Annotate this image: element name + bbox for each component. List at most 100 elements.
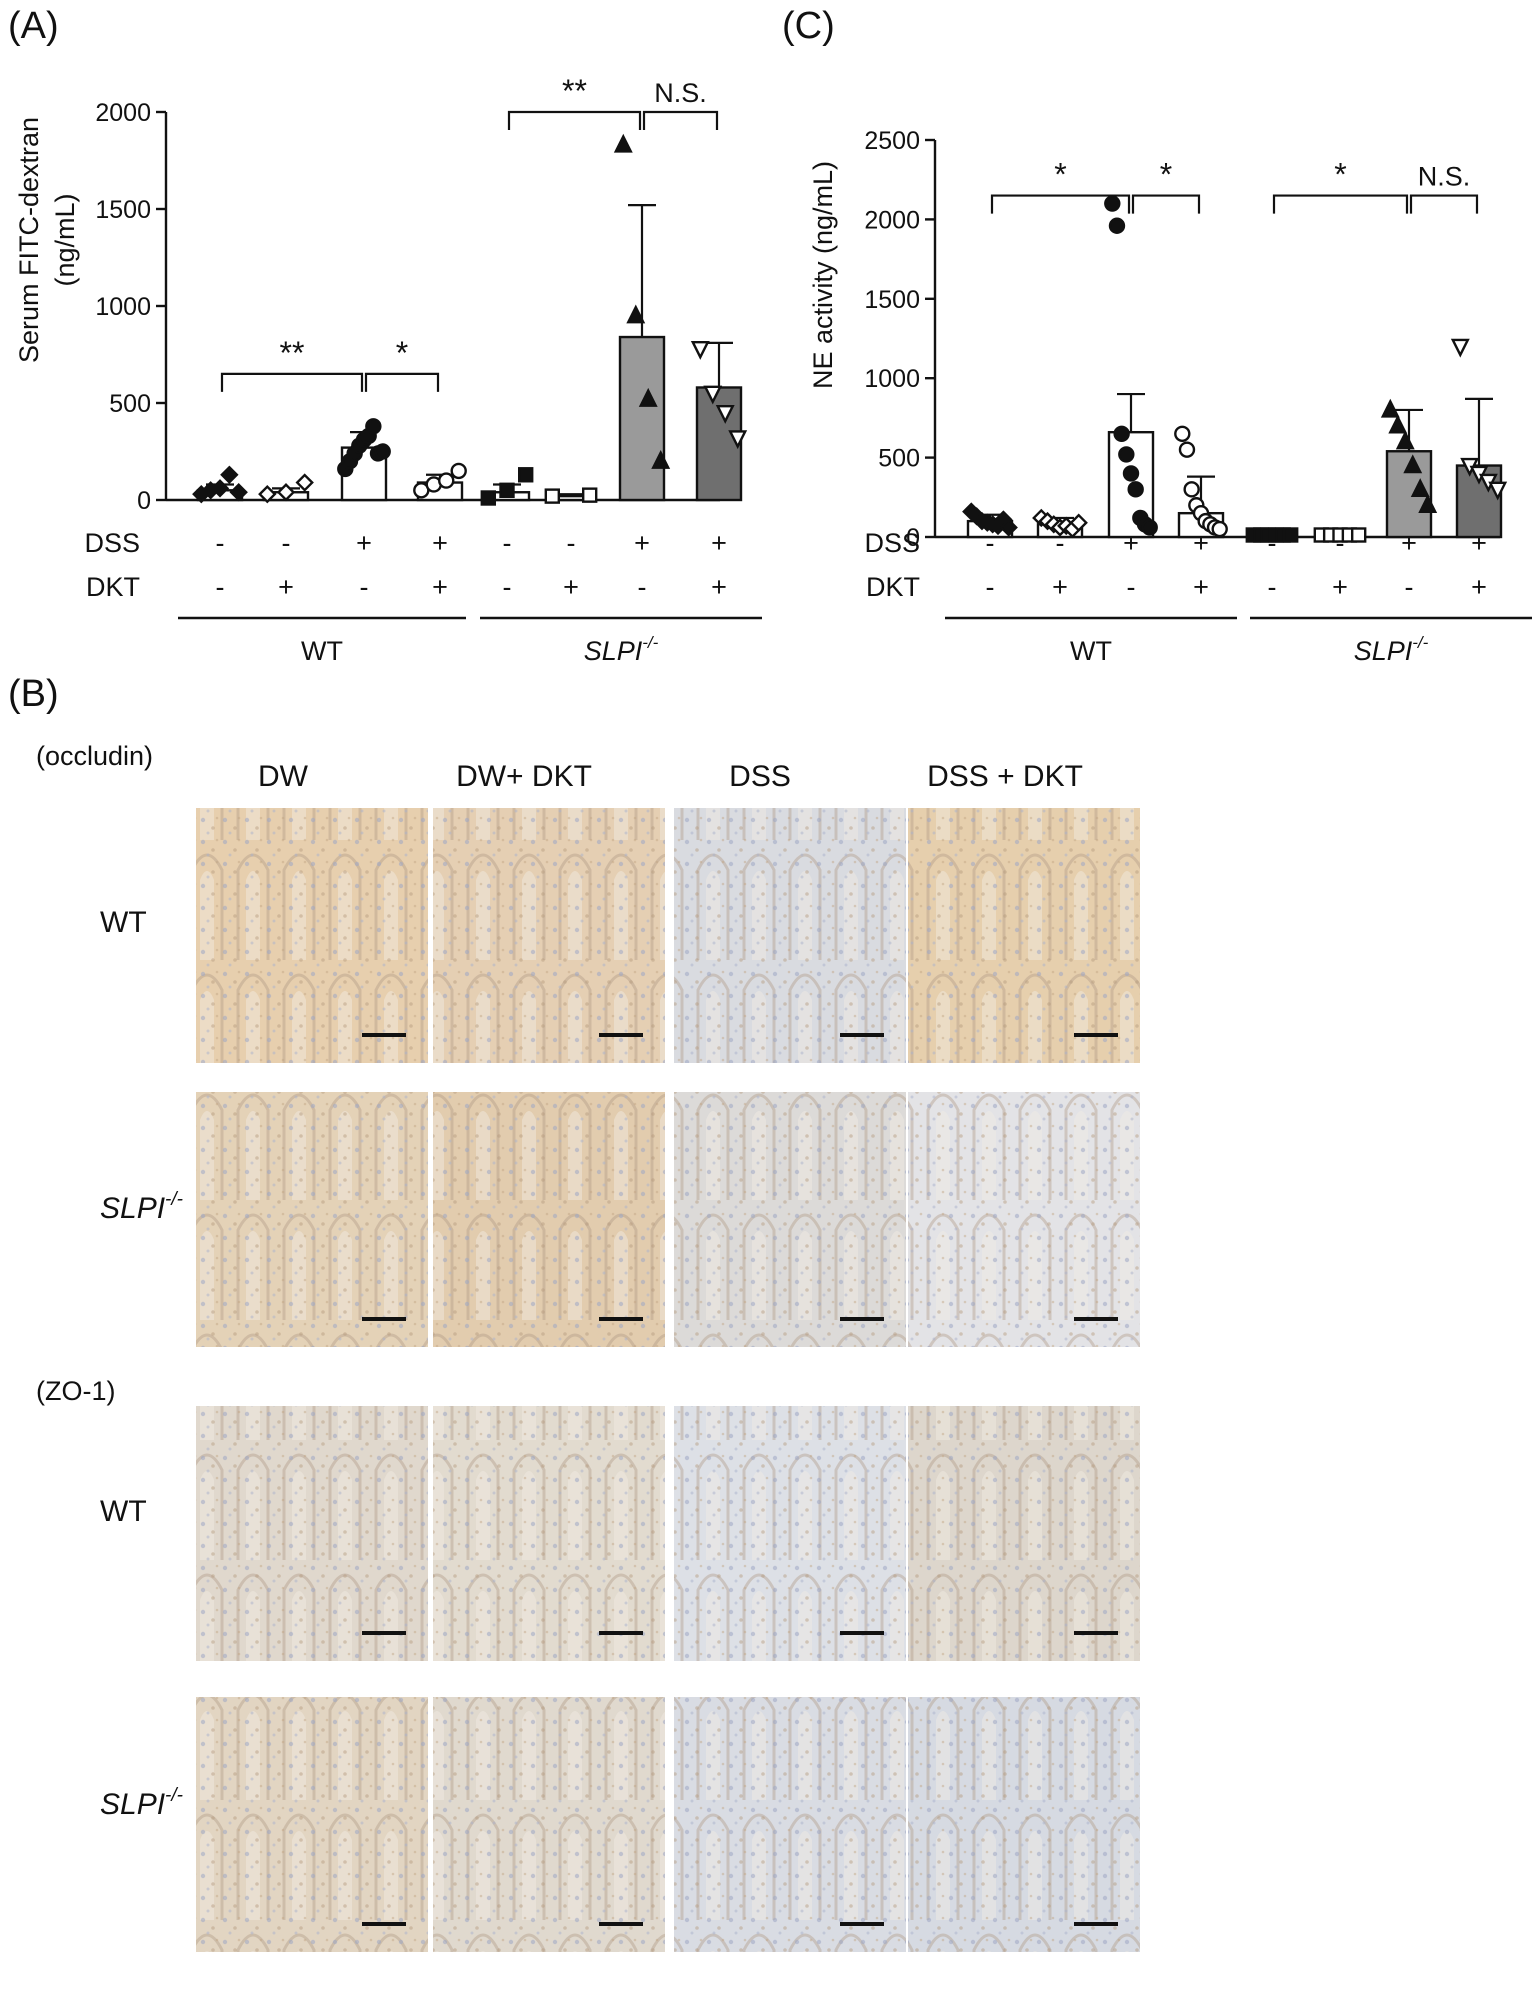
panel-a-point-0-2 [210,479,230,498]
micrograph-texture-0-1 [433,808,665,1063]
micrograph-texture-1-0 [196,1092,428,1347]
panel-a-bracket-0 [220,372,364,392]
micrograph-texture-3-1 [433,1697,665,1952]
micrograph-0-0 [196,808,428,1063]
panel-a-ytick-label-3: 1500 [95,196,151,224]
panel-c-row1-sign-4: - [1268,572,1277,602]
column-header-3: DSS + DKT [927,760,1083,793]
panel-a-point-4-1 [499,482,515,498]
panel-a-row1-sign-1: + [278,572,294,602]
panel-c-ytick-label-3: 1500 [864,286,920,314]
panel-c-point-2-0 [1104,195,1121,212]
panel-a-point-3-3 [450,462,467,480]
panel-c-point-2-4 [1122,465,1140,482]
panel-c-row1-sign-2: - [1127,572,1136,602]
stain-label-0: (occludin) [36,741,153,771]
panel-a-point-0-4 [229,483,248,502]
micrograph-0-2 [674,808,906,1063]
panel-c-point-6-0 [1380,398,1400,418]
panel-c-point-6-2 [1395,430,1415,450]
panel-c-bracket-label-1: * [1160,157,1172,193]
panel-a-point-5-0 [544,488,560,504]
panel-c-ytick-label-5: 2500 [864,127,920,155]
micrograph-0-1 [433,808,665,1063]
panel-c-row0-sign-2: + [1123,528,1139,558]
panel-a-row1-sign-2: - [360,572,369,602]
panel-c-point-2-5 [1127,481,1144,498]
panel-c-row0-sign-3: + [1193,528,1209,558]
micrograph-texture-3-0 [196,1697,428,1952]
panel-c-point-2-1 [1108,217,1126,234]
panel-c-bracket-0 [990,194,1131,214]
panel-c-point-6-4 [1410,478,1430,498]
micrograph-texture-3-2 [674,1697,906,1952]
panel-a-bracket-2 [507,110,642,130]
panel-a-point-4-0 [480,490,496,506]
panel-c-row0-sign-1: - [1056,528,1065,558]
panel-a-bracket-1 [364,372,440,392]
micrograph-2-0 [196,1406,428,1661]
panel-a-point-1-1 [276,483,296,502]
panel-c-bracket-1 [1131,194,1201,214]
panel-c-point-5-4 [1350,527,1367,543]
panel-a-ytick-label-2: 1000 [95,293,151,321]
panel-c-label: (C) [782,5,835,47]
panel-c-ytick-label-2: 1000 [864,365,920,393]
panel-a-ylabel-line2: (ng/mL) [50,193,80,286]
panel-c-point-2-3 [1118,446,1135,463]
panel-a-row-label-0: DSS [84,528,140,558]
panel-a-row0-sign-2: + [356,528,372,558]
micrograph-1-1 [433,1092,665,1347]
micrograph-3-1 [433,1697,665,1952]
micrograph-texture-2-2 [674,1406,906,1661]
panel-a-point-7-3 [728,430,748,450]
panel-c-ytick-label-1: 500 [878,445,920,473]
panel-a-bracket-label-3: N.S. [654,78,707,108]
panel-c-row-label-1: DKT [866,572,920,602]
panel-c-point-4-5 [1282,527,1299,543]
panel-a-point-6-0 [613,133,633,153]
panel-c-group-label-1: SLPI-/- [1354,633,1429,666]
panel-c-point-3-1 [1178,441,1196,458]
panel-c-point-7-4 [1488,481,1508,501]
panel-c-ylabel: NE activity (ng/mL) [808,161,838,389]
panel-c-row1-sign-6: - [1405,572,1414,602]
row-label-1: SLPI-/- [100,1189,183,1225]
micrograph-texture-0-3 [908,808,1140,1063]
panel-c-ytick-label-4: 2000 [864,206,920,234]
panel-a-group-label-1: SLPI-/- [584,633,659,666]
panel-c: (C) NE activity (ng/mL) 0 500 1000 1500 2000… [782,5,1532,666]
panel-a-bracket-3 [642,110,719,130]
column-header-0: DW [258,760,309,793]
panel-c-point-0-7 [999,518,1018,537]
panel-a-ytick-label-0: 0 [137,487,151,515]
micrograph-texture-2-1 [433,1406,665,1661]
micrograph-3-2 [674,1697,906,1952]
micrograph-0-3 [908,808,1140,1063]
panel-c-chart: 0 500 1000 1500 2000 2500 * * * N.S. DSS - - + + - - + + DK… [864,127,1532,666]
panel-a-bar-6 [618,335,666,502]
panel-a-point-7-2 [715,405,735,424]
panel-c-group-label-0: WT [1070,636,1112,666]
stain-label-1: (ZO-1) [36,1376,115,1406]
panel-a-point-2-6 [365,418,382,435]
panel-c-bracket-label-3: N.S. [1418,162,1471,192]
panel-c-bracket-label-2: * [1334,157,1346,193]
row-label-3: SLPI-/- [100,1785,183,1821]
panel-a-ytick-label-1: 500 [109,390,151,418]
panel-a-bracket-label-1: * [396,335,408,371]
panel-a-point-2-8 [374,443,391,460]
panel-a-point-3-2 [438,472,455,489]
panel-c-ytick-label-0: 0 [906,524,920,552]
panel-a-point-0-3 [220,465,239,484]
panel-c-point-2-8 [1141,519,1158,536]
panel-c-row0-sign-6: + [1401,528,1417,558]
panel-a-row-label-1: DKT [86,572,140,602]
panel-c-bracket-2 [1272,194,1409,214]
panel-a-point-5-1 [582,487,598,503]
micrograph-texture-2-3 [908,1406,1140,1661]
panel-c-point-6-1 [1388,414,1408,434]
micrograph-texture-1-2 [674,1092,906,1347]
panel-c-row1-sign-0: - [986,572,995,602]
